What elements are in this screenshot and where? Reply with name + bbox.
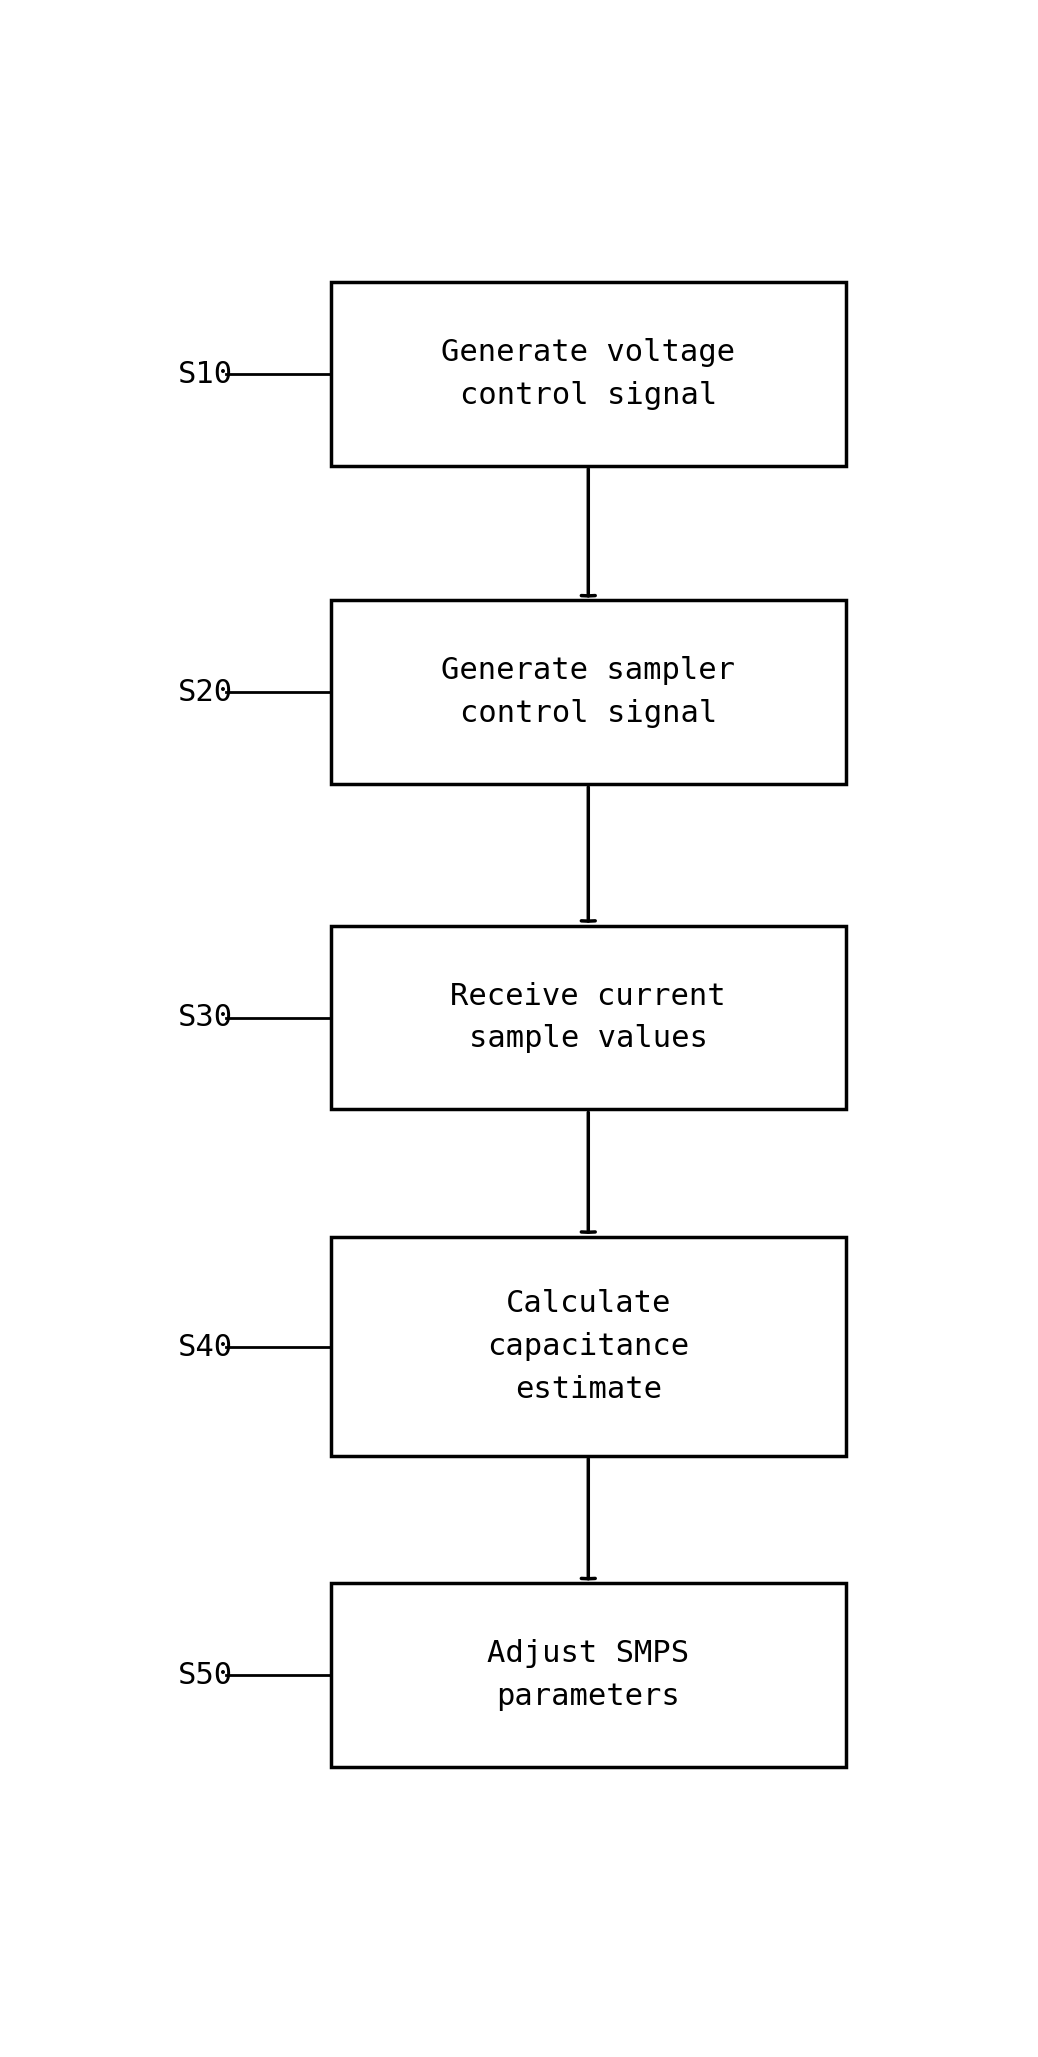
Text: Adjust SMPS
parameters: Adjust SMPS parameters bbox=[487, 1639, 689, 1711]
Text: Receive current
sample values: Receive current sample values bbox=[450, 981, 727, 1053]
Text: S20: S20 bbox=[179, 679, 234, 708]
Text: S30: S30 bbox=[179, 1004, 234, 1033]
Bar bbox=[331, 601, 846, 784]
Bar bbox=[331, 926, 846, 1109]
Text: S50: S50 bbox=[179, 1660, 234, 1689]
Bar bbox=[331, 1584, 846, 1767]
Text: S10: S10 bbox=[179, 360, 234, 389]
Text: Generate voltage
control signal: Generate voltage control signal bbox=[441, 337, 735, 409]
Bar bbox=[331, 1236, 846, 1456]
Text: Generate sampler
control signal: Generate sampler control signal bbox=[441, 656, 735, 728]
Text: S40: S40 bbox=[179, 1333, 234, 1362]
Bar bbox=[331, 282, 846, 467]
Text: Calculate
capacitance
estimate: Calculate capacitance estimate bbox=[487, 1290, 689, 1403]
